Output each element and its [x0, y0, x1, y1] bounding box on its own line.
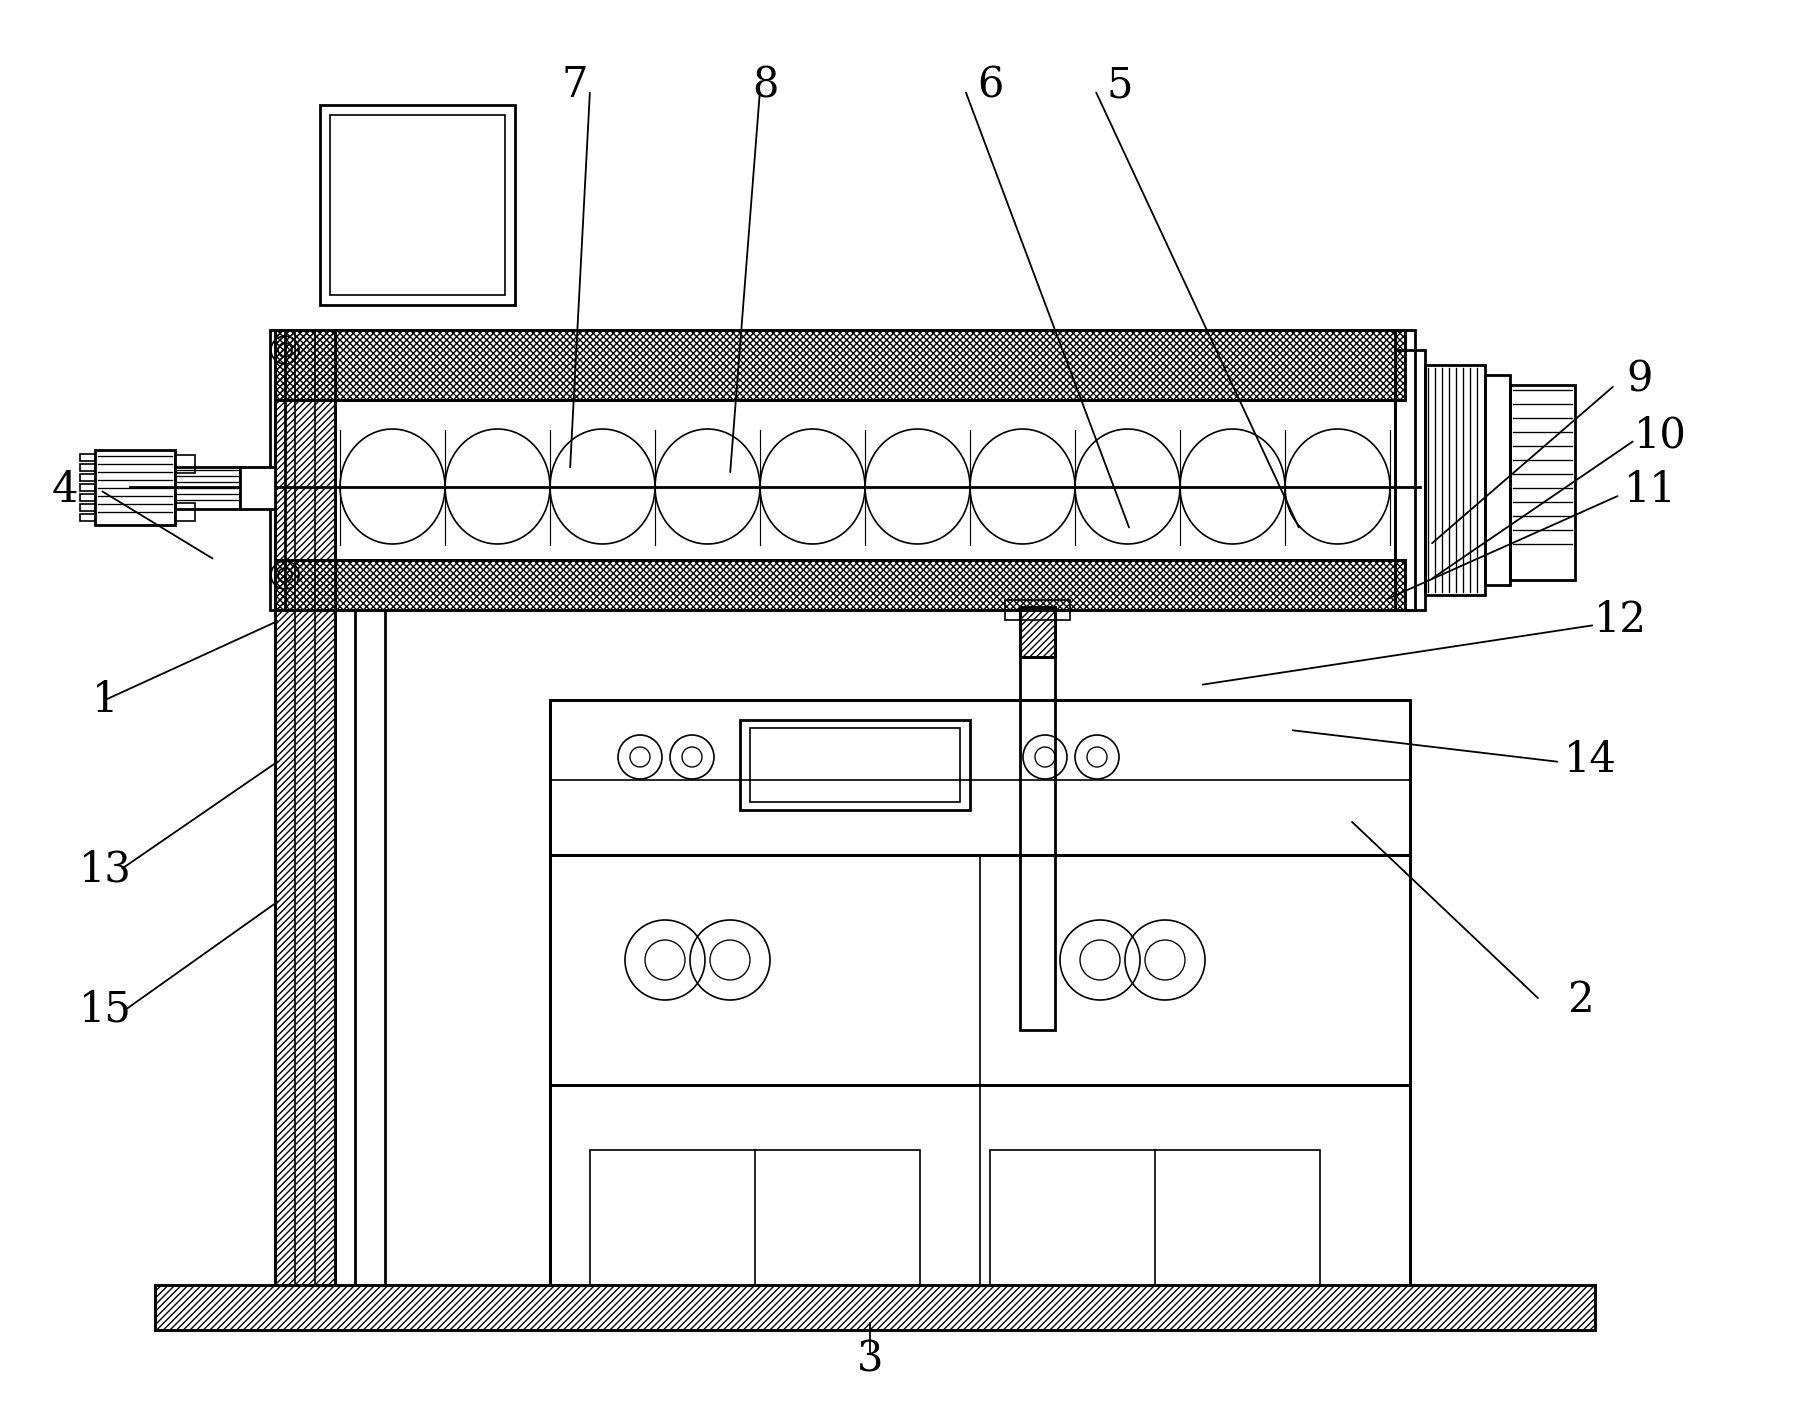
- Bar: [156, 1285, 1596, 1330]
- Bar: [1020, 607, 1055, 657]
- Text: 7: 7: [563, 65, 588, 105]
- Bar: [175, 468, 241, 510]
- Text: 2: 2: [1567, 979, 1594, 1021]
- Bar: [320, 105, 516, 305]
- Text: 5: 5: [1107, 65, 1132, 105]
- Bar: [275, 330, 1406, 400]
- Bar: [1395, 350, 1425, 609]
- Text: 14: 14: [1563, 739, 1617, 781]
- Text: 9: 9: [1626, 359, 1653, 402]
- Bar: [740, 720, 970, 810]
- Bar: [156, 1285, 1596, 1330]
- Bar: [751, 729, 961, 802]
- Bar: [275, 330, 335, 1285]
- Bar: [550, 1085, 1409, 1285]
- Text: 12: 12: [1594, 600, 1646, 642]
- Bar: [80, 494, 96, 501]
- Text: 1: 1: [92, 680, 118, 722]
- Bar: [329, 115, 505, 295]
- Bar: [80, 484, 96, 491]
- Bar: [1006, 600, 1069, 621]
- Bar: [80, 463, 96, 470]
- Text: 15: 15: [78, 988, 132, 1031]
- Text: 11: 11: [1624, 469, 1677, 511]
- Bar: [275, 560, 1406, 609]
- Bar: [80, 514, 96, 521]
- Bar: [990, 1150, 1321, 1285]
- Bar: [175, 455, 195, 473]
- Text: 10: 10: [1634, 414, 1686, 456]
- Bar: [270, 330, 286, 609]
- Bar: [80, 504, 96, 511]
- Text: 8: 8: [753, 65, 778, 105]
- Bar: [275, 560, 1406, 609]
- Bar: [590, 1150, 921, 1285]
- Bar: [275, 330, 1406, 400]
- Bar: [80, 475, 96, 482]
- Bar: [550, 701, 1409, 1285]
- Text: 6: 6: [977, 65, 1004, 105]
- Bar: [80, 453, 96, 461]
- Text: 13: 13: [78, 849, 132, 892]
- Bar: [355, 609, 385, 1285]
- Bar: [1020, 607, 1055, 657]
- Bar: [1020, 609, 1055, 1031]
- Bar: [175, 503, 195, 521]
- Text: 4: 4: [52, 469, 78, 511]
- Bar: [96, 451, 175, 525]
- Bar: [241, 468, 275, 510]
- Text: 3: 3: [857, 1339, 883, 1382]
- Bar: [1511, 385, 1576, 580]
- Bar: [550, 701, 1409, 855]
- Bar: [1395, 330, 1415, 609]
- Bar: [1485, 375, 1511, 585]
- Bar: [1425, 365, 1485, 595]
- Bar: [550, 855, 1409, 1085]
- Bar: [275, 330, 335, 1285]
